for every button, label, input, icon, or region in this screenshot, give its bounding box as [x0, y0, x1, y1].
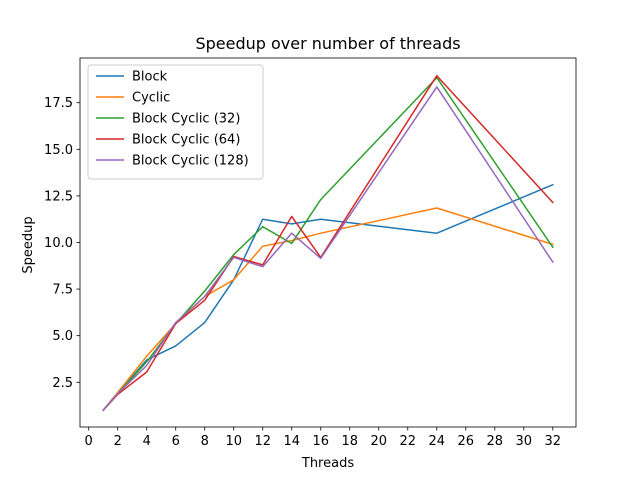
series-line-0: [102, 183, 554, 412]
legend-label-0: Block: [132, 70, 168, 85]
series-line-2: [102, 76, 554, 412]
x-tick-label: 12: [254, 434, 271, 449]
y-tick-label: 10.0: [44, 236, 73, 251]
x-axis-label: Threads: [301, 456, 354, 471]
x-tick-label: 32: [545, 434, 562, 449]
y-tick-label: 5.0: [52, 329, 73, 344]
legend-label-2: Block Cyclic (32): [132, 112, 240, 127]
chart-title: Speedup over number of threads: [195, 34, 460, 53]
x-tick-label: 8: [201, 434, 209, 449]
series-line-1: [102, 207, 554, 412]
y-tick-label: 2.5: [52, 376, 73, 391]
x-tick-label: 18: [341, 434, 358, 449]
y-tick-label: 12.5: [44, 189, 73, 204]
y-axis: 2.5 5.0 7.5 10.0 12.5 15.0 17.5: [44, 96, 80, 391]
x-tick-label: 24: [428, 434, 445, 449]
y-tick-label: 17.5: [44, 96, 73, 111]
x-tick-label: 6: [172, 434, 180, 449]
x-tick-label: 26: [458, 434, 475, 449]
x-tick-label: 28: [487, 434, 504, 449]
x-tick-label: 4: [143, 434, 151, 449]
x-axis: 0 2 4 6 8 10 12 14 16 18 20 22 24 26 28 30 32: [85, 427, 562, 449]
x-tick-label: 2: [114, 434, 122, 449]
x-tick-label: 10: [225, 434, 242, 449]
x-tick-label: 14: [283, 434, 300, 449]
x-tick-label: 30: [516, 434, 533, 449]
x-tick-label: 22: [399, 434, 416, 449]
legend: Block Cyclic Block Cyclic (32) Block Cyclic…: [87, 64, 264, 180]
y-tick-label: 7.5: [52, 283, 73, 298]
x-tick-label: 20: [370, 434, 387, 449]
x-tick-label: 0: [85, 434, 93, 449]
series-line-3: [102, 74, 554, 412]
y-tick-label: 15.0: [44, 143, 73, 158]
series-line-4: [102, 86, 554, 412]
legend-label-4: Block Cyclic (128): [132, 154, 249, 169]
legend-label-1: Cyclic: [132, 91, 170, 106]
legend-box: [87, 64, 264, 180]
legend-label-3: Block Cyclic (64): [132, 133, 240, 148]
y-axis-label: Speedup: [21, 216, 36, 273]
x-tick-label: 16: [312, 434, 329, 449]
